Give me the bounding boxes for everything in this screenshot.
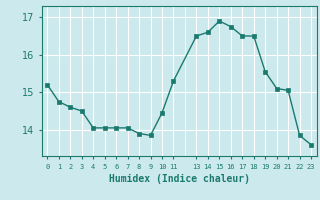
X-axis label: Humidex (Indice chaleur): Humidex (Indice chaleur) [109,174,250,184]
